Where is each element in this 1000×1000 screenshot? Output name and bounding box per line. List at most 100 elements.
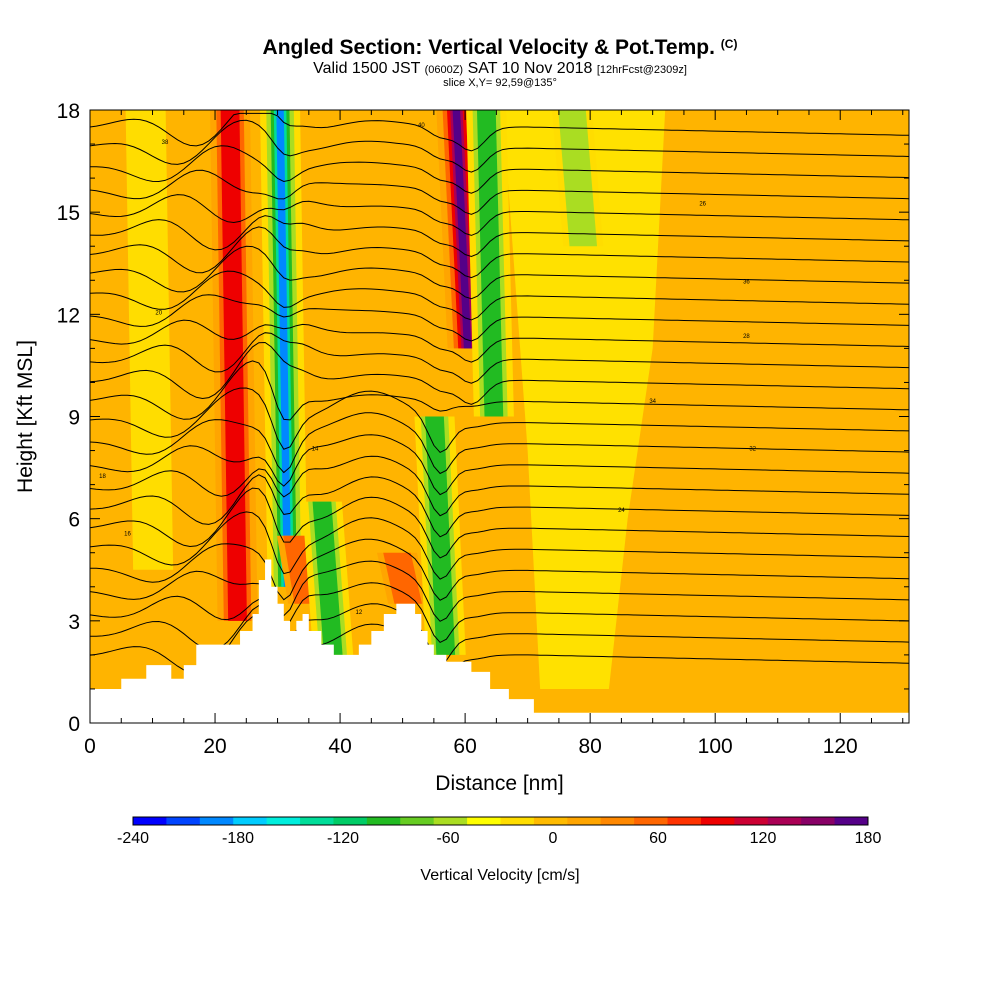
y-tick-label: 3 [68, 611, 80, 634]
isentrope [89, 112, 910, 152]
x-tick-label: 120 [823, 735, 858, 758]
colorbar-swatch [166, 817, 201, 825]
isentrope [89, 487, 910, 559]
isentrope [89, 169, 910, 215]
subtitle-valid: Valid 1500 JST [313, 60, 421, 77]
colorbar-tick-label: -240 [117, 830, 149, 847]
isentrope [89, 270, 910, 321]
colorbar-swatch [801, 817, 836, 825]
isentrope [89, 319, 910, 363]
colorbar-swatch [834, 817, 869, 825]
colorbar-swatch [634, 817, 669, 825]
subtitle-utc: (0600Z) [424, 64, 464, 76]
colorbar-swatch [199, 817, 234, 825]
isentrope-label: 16 [124, 532, 131, 538]
isentrope [89, 215, 910, 258]
downdraft-band [125, 110, 174, 570]
isentrope [89, 538, 910, 601]
colorbar-swatch [767, 817, 802, 825]
colorbar-swatch [266, 817, 301, 825]
colorbar-tick-label: -180 [222, 830, 254, 847]
isentrope [89, 341, 910, 405]
isentrope-label: 18 [99, 474, 106, 480]
updraft-core [383, 552, 422, 604]
isentrope [89, 511, 910, 580]
colorbar-title: Vertical Velocity [cm/s] [420, 867, 579, 884]
colorbar-swatch [500, 817, 535, 825]
isentrope-labels: 38 40 26 36 28 34 32 24 20 18 16 14 12 [99, 123, 757, 616]
isentrope [89, 582, 910, 644]
colorbar-tick-label: -60 [436, 830, 459, 847]
isentrope [89, 474, 910, 538]
colorbar-swatch [133, 817, 167, 825]
isentrope-label: 32 [749, 447, 756, 453]
colorbar-frame [132, 816, 869, 826]
x-tick-label: 0 [84, 735, 96, 758]
isentrope-label: 34 [649, 399, 656, 405]
colorbar-swatch [567, 817, 602, 825]
isentrope-label: 40 [418, 123, 425, 129]
colorbar-tick-label: -120 [327, 830, 359, 847]
colorbar-swatch [600, 817, 635, 825]
isentrope [90, 145, 910, 194]
isentrope-label: 20 [155, 310, 162, 316]
isentrope-label: 38 [162, 140, 169, 146]
colorbar-swatch [400, 817, 435, 825]
colorbar-swatch [700, 817, 735, 825]
isentrope [89, 194, 910, 236]
isentrope-label: 26 [699, 201, 706, 207]
downdraft-core [476, 110, 504, 417]
isentrope [89, 412, 910, 475]
colorbar: -240 -180 -120 -60 0 60 120 180 Vertical Velocit… [117, 816, 882, 884]
colorbar-swatch [300, 817, 334, 825]
x-tick-label: 20 [203, 735, 226, 758]
x-tick-label: 80 [578, 735, 601, 758]
weak-motion-region [502, 110, 666, 689]
downdraft-core [276, 110, 292, 587]
x-tick-label: 100 [698, 735, 733, 758]
y-tick-label: 12 [57, 304, 80, 327]
colorbar-swatch [433, 817, 468, 825]
isentrope [89, 360, 910, 421]
isentrope-label: 12 [355, 610, 362, 616]
isentrope [89, 560, 910, 622]
isentrope [89, 332, 910, 384]
x-tick-label: 40 [328, 735, 351, 758]
updraft-core [452, 110, 472, 349]
isentrope-label: 36 [743, 280, 750, 286]
isentrope-label: 24 [618, 508, 625, 514]
x-axis-title: Distance [nm] [435, 772, 563, 795]
colorbar-tick-label: 120 [750, 830, 777, 847]
colorbar-swatch [667, 817, 702, 825]
y-tick-label: 0 [68, 713, 80, 736]
isentrope-label: 14 [312, 447, 319, 453]
terrain [90, 559, 909, 723]
colorbar-swatch [467, 817, 501, 825]
chart-subtitle: Valid 1500 JST (0600Z) SAT 10 Nov 2018 [… [0, 60, 1000, 79]
y-axis-title: Height [Kft MSL] [14, 340, 37, 493]
colorbar-swatch [333, 817, 368, 825]
chart-title: Angled Section: Vertical Velocity & Pot.… [0, 36, 1000, 60]
chart-title-text: Angled Section: Vertical Velocity & Pot.… [262, 36, 715, 59]
isentrope [89, 294, 910, 342]
isentrope-label: 28 [743, 334, 750, 340]
colorbar-swatch [366, 817, 401, 825]
isentrope [89, 226, 910, 279]
isentrope [89, 387, 910, 454]
colorbar-tick-label: 60 [649, 830, 667, 847]
downdraft-band [466, 110, 514, 417]
colorbar-swatch [533, 817, 568, 825]
y-tick-label: 6 [68, 509, 80, 532]
isentrope [89, 245, 910, 300]
subtitle-forecast: [12hrFcst@2309z] [596, 64, 687, 76]
x-tick-label: 60 [453, 735, 476, 758]
downdraft-core [125, 110, 174, 570]
colorbar-tick-label: 0 [549, 830, 558, 847]
isentrope [89, 455, 910, 517]
colorbar-swatch [734, 817, 769, 825]
isentrope [89, 434, 910, 496]
tick-marks [89, 109, 909, 724]
colorbar-tick-label: 180 [855, 830, 882, 847]
isentrope [89, 119, 910, 173]
